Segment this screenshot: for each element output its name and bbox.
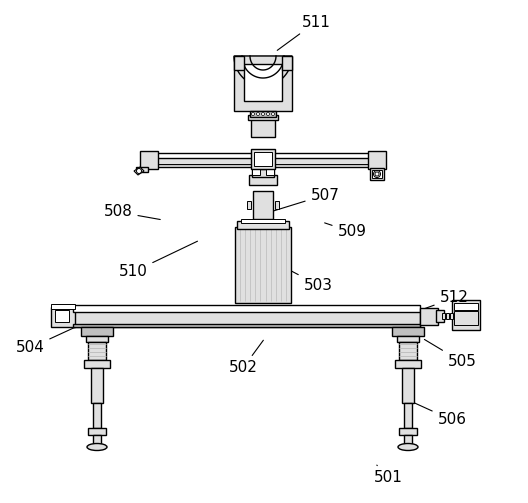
Bar bbox=[235, 227, 291, 303]
Bar bbox=[397, 336, 419, 342]
Text: 511: 511 bbox=[277, 15, 331, 50]
Bar bbox=[251, 117, 275, 137]
Bar bbox=[73, 324, 420, 327]
Bar bbox=[372, 170, 382, 178]
Bar bbox=[395, 360, 421, 368]
Bar bbox=[254, 152, 272, 166]
Bar bbox=[247, 201, 251, 209]
Bar bbox=[93, 435, 101, 445]
Bar bbox=[452, 300, 480, 330]
Bar bbox=[404, 403, 412, 428]
Bar bbox=[436, 310, 444, 322]
Text: 504: 504 bbox=[15, 326, 78, 356]
Bar bbox=[250, 111, 276, 117]
Bar bbox=[136, 167, 148, 172]
Bar bbox=[241, 219, 285, 223]
Bar bbox=[399, 342, 417, 360]
Bar bbox=[392, 327, 424, 336]
Bar bbox=[402, 368, 414, 403]
Text: 510: 510 bbox=[119, 241, 197, 280]
Text: 503: 503 bbox=[280, 265, 333, 293]
Bar bbox=[55, 310, 69, 322]
Bar bbox=[399, 428, 417, 435]
Text: 509: 509 bbox=[325, 223, 366, 239]
Bar bbox=[368, 151, 386, 169]
Bar bbox=[244, 64, 282, 101]
Text: 507: 507 bbox=[272, 188, 340, 211]
Bar bbox=[88, 342, 106, 360]
Bar bbox=[454, 303, 478, 310]
Text: 506: 506 bbox=[411, 401, 467, 428]
Text: 502: 502 bbox=[229, 340, 263, 376]
Bar bbox=[73, 309, 420, 327]
Bar bbox=[237, 221, 289, 229]
Bar bbox=[282, 56, 292, 70]
Ellipse shape bbox=[271, 113, 275, 116]
Bar bbox=[370, 168, 384, 180]
Bar bbox=[93, 403, 101, 428]
Bar bbox=[86, 336, 108, 342]
Bar bbox=[404, 435, 412, 445]
Bar bbox=[84, 360, 110, 368]
Ellipse shape bbox=[267, 113, 269, 116]
Polygon shape bbox=[134, 167, 144, 175]
Bar bbox=[446, 313, 449, 319]
Text: 508: 508 bbox=[103, 205, 161, 219]
Bar bbox=[249, 175, 277, 185]
Text: 505: 505 bbox=[425, 340, 476, 370]
Text: 512: 512 bbox=[421, 291, 468, 310]
Ellipse shape bbox=[375, 172, 379, 176]
Ellipse shape bbox=[87, 444, 107, 451]
Bar bbox=[454, 311, 478, 325]
Bar bbox=[266, 169, 274, 175]
Bar bbox=[51, 307, 75, 327]
Bar bbox=[150, 153, 376, 158]
Bar bbox=[450, 313, 453, 319]
Ellipse shape bbox=[261, 113, 265, 116]
Bar bbox=[253, 191, 273, 219]
Bar bbox=[91, 368, 103, 403]
Bar bbox=[251, 149, 275, 169]
Polygon shape bbox=[234, 56, 292, 86]
Bar bbox=[81, 327, 113, 336]
Ellipse shape bbox=[398, 444, 418, 451]
Ellipse shape bbox=[251, 113, 254, 116]
Bar bbox=[150, 156, 376, 167]
Bar bbox=[248, 115, 278, 120]
Bar bbox=[234, 56, 292, 111]
Bar bbox=[420, 308, 438, 325]
Bar bbox=[275, 201, 279, 209]
Ellipse shape bbox=[257, 113, 259, 116]
Ellipse shape bbox=[137, 169, 142, 174]
Bar bbox=[140, 151, 158, 169]
Bar bbox=[252, 169, 260, 175]
Bar bbox=[88, 428, 106, 435]
Bar bbox=[442, 313, 445, 319]
Bar bbox=[150, 164, 376, 167]
Text: 501: 501 bbox=[374, 465, 402, 485]
Bar bbox=[234, 56, 244, 70]
Bar bbox=[73, 305, 420, 312]
Ellipse shape bbox=[373, 171, 381, 178]
Bar bbox=[252, 169, 274, 177]
Bar bbox=[51, 304, 75, 309]
